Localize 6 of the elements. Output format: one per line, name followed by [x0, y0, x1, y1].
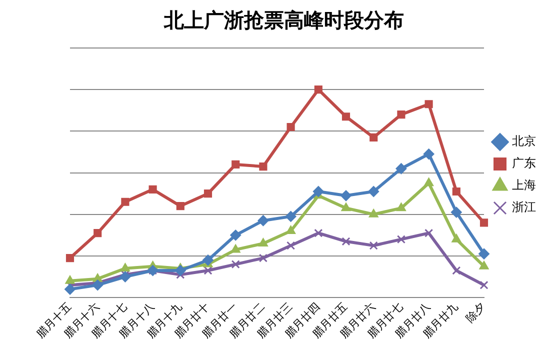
legend-label: 上海	[512, 178, 536, 192]
x-tick-label: 除夕	[463, 300, 488, 325]
legend-label: 北京	[512, 134, 536, 148]
chart-title: 北上广浙抢票高峰时段分布	[163, 8, 404, 32]
legend-label: 广东	[512, 156, 536, 170]
legend-label: 浙江	[512, 200, 536, 214]
